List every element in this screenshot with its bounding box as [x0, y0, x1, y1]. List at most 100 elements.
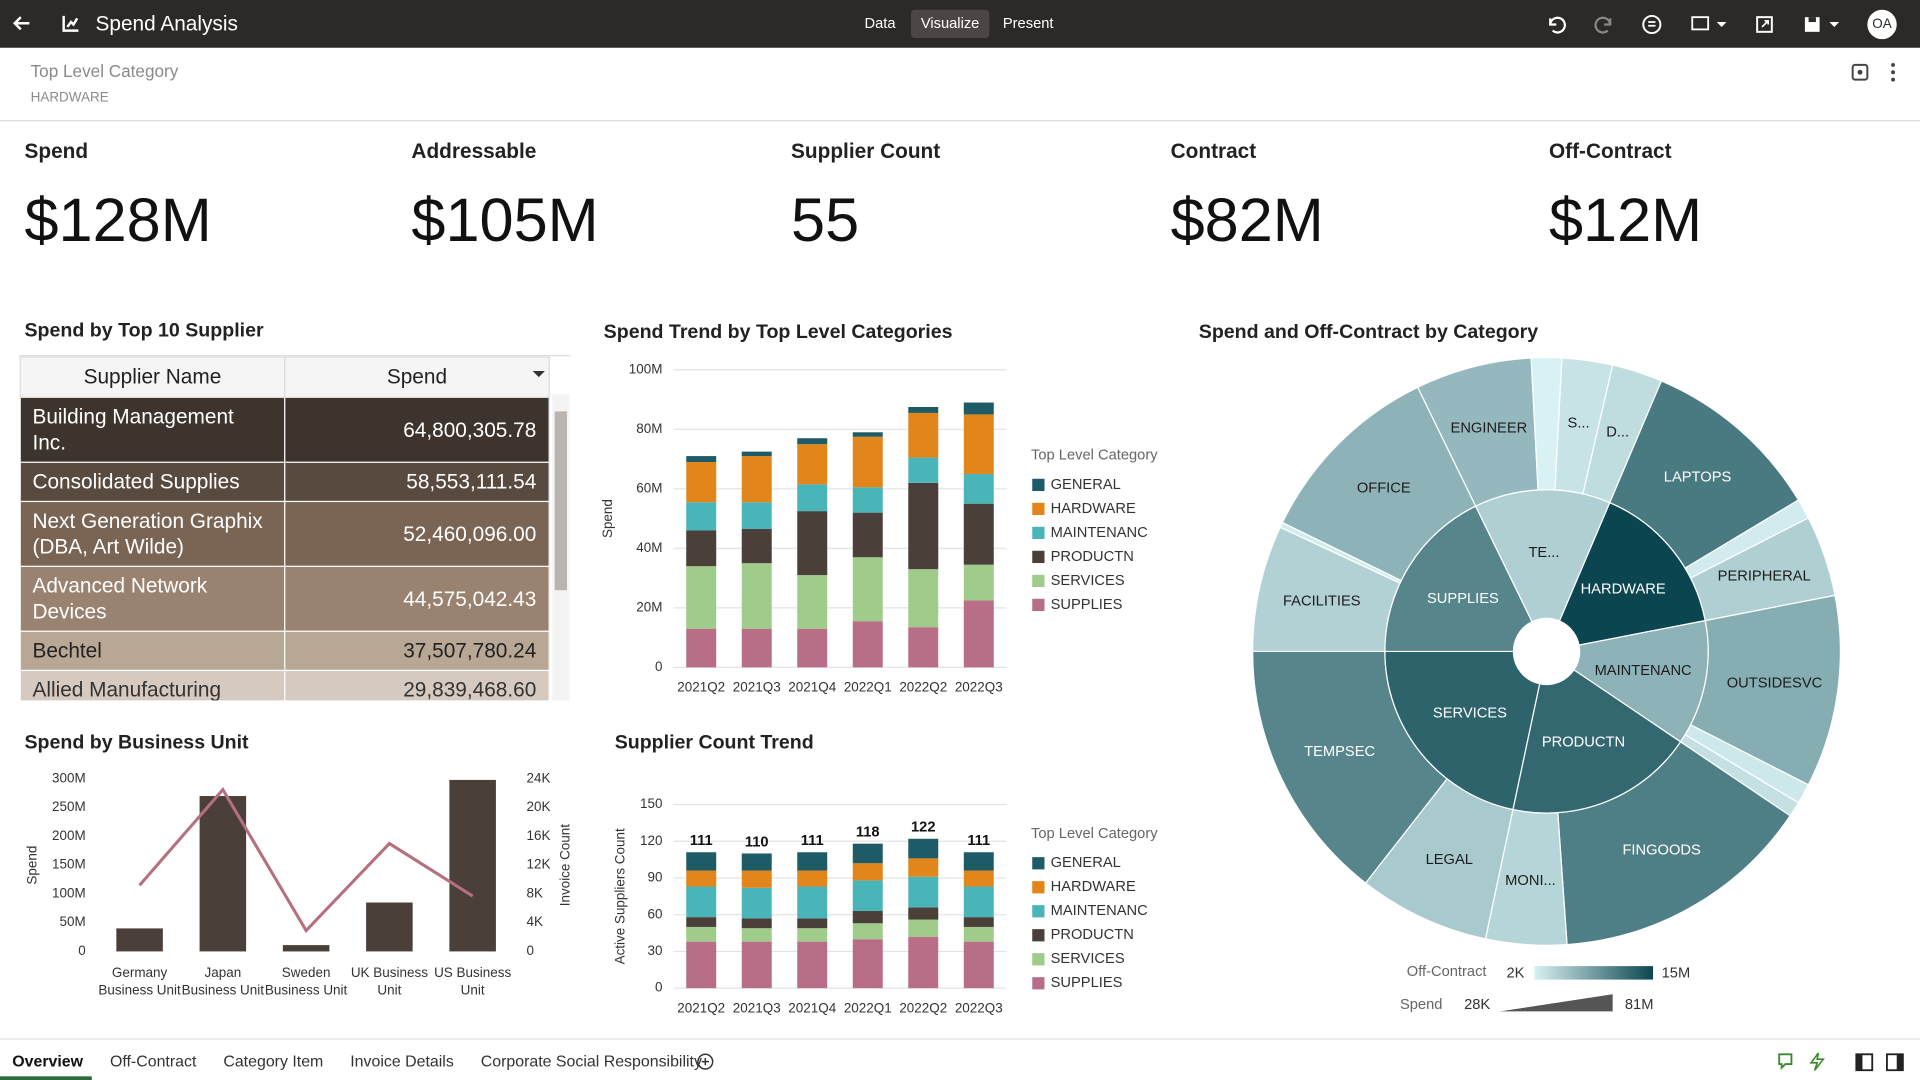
legend-label: SUPPLIES	[1051, 975, 1123, 991]
table-title: Spend by Top 10 Supplier	[24, 320, 264, 342]
segment-label: FACILITIES	[1283, 593, 1361, 609]
y-tick-label: 80M	[636, 421, 662, 436]
bar-segment	[908, 406, 939, 413]
comment-menu[interactable]	[1690, 13, 1732, 35]
app-icon	[62, 15, 79, 32]
bar-segment	[908, 936, 939, 989]
legend-label: SERVICES	[1051, 951, 1125, 967]
y-tick-label: 0	[655, 659, 662, 674]
x-tick-label: 2021Q4	[788, 1001, 836, 1016]
canvas-tab[interactable]: Off-Contract	[109, 1051, 197, 1071]
table-row[interactable]: Bechtel 37,507,780.24	[20, 631, 550, 672]
bar-segment	[797, 511, 828, 576]
kpi-value: $12M	[1548, 186, 1703, 255]
top-bar: Spend Analysis Data Visualize Present OA	[0, 0, 1920, 48]
supplier-cell: Consolidated Supplies	[20, 462, 286, 503]
x-tick-label: 2022Q2	[899, 1001, 947, 1016]
bar-segment	[852, 880, 883, 912]
bar-segment	[686, 886, 717, 918]
legend-swatch	[1032, 953, 1045, 966]
bar-segment	[741, 887, 772, 919]
filter-label: Top Level Category	[30, 61, 179, 81]
legend-swatch	[1032, 977, 1045, 990]
mode-tab[interactable]: Visualize	[911, 9, 990, 38]
divider	[0, 120, 1920, 122]
bar-segment	[852, 621, 883, 668]
bar-segment	[908, 627, 939, 668]
bar-segment	[686, 502, 717, 531]
bar-segment	[852, 923, 883, 940]
table-row[interactable]: Building Management Inc. 64,800,305.78	[20, 397, 550, 463]
segment-label: D...	[1606, 424, 1629, 440]
save-menu[interactable]	[1801, 13, 1843, 35]
table-row[interactable]: Allied Manufacturing 29,839,468.60	[20, 670, 550, 701]
sort-icon[interactable]	[530, 366, 547, 383]
mode-tab[interactable]: Data	[864, 14, 896, 32]
legend-label: PRODUCTN	[1051, 927, 1134, 943]
legend-min: 28K	[1464, 997, 1490, 1013]
canvas-tabs: Overview Off-Contract Category Item Invoice…	[0, 1038, 1920, 1080]
canvas-tab[interactable]: Invoice Details	[350, 1051, 454, 1071]
y-tick-label: 250M	[52, 799, 86, 814]
canvas-tab[interactable]: Corporate Social Responsibility	[480, 1051, 702, 1071]
y-tick-label: 0	[78, 943, 85, 958]
x-tick-label: 2022Q3	[955, 680, 1003, 695]
supplier-cell: Allied Manufacturing	[20, 670, 286, 701]
column-header[interactable]: Supplier Name	[19, 356, 286, 398]
legend-label: SERVICES	[1051, 573, 1125, 589]
canvas-tab[interactable]: Overview	[12, 1051, 84, 1071]
table-row[interactable]: Consolidated Supplies 58,553,111.54	[20, 462, 550, 503]
chart-title: Spend by Business Unit	[24, 731, 249, 753]
bar	[116, 928, 163, 952]
table-row[interactable]: Advanced Network Devices 44,575,042.43	[20, 566, 550, 632]
scroll-thumb[interactable]	[554, 411, 567, 591]
bar-segment	[908, 412, 939, 458]
y-tick-label: 0	[655, 980, 662, 995]
add-tab[interactable]	[696, 1052, 716, 1072]
segment-label: TE...	[1528, 545, 1559, 561]
table-row[interactable]: Next Generation Graphix (DBA, Art Wilde)…	[20, 501, 550, 567]
footer-tools[interactable]	[1776, 1051, 1911, 1073]
bar-segment	[686, 917, 717, 927]
bar-segment	[852, 512, 883, 558]
canvas-tab[interactable]: Category Item	[223, 1051, 324, 1071]
supplier-cell: Bechtel	[20, 631, 286, 672]
bar-segment	[686, 566, 717, 629]
bar-segment	[963, 870, 994, 887]
narrate-button[interactable]	[1641, 13, 1663, 35]
chart-title: Spend and Off-Contract by Category	[1199, 321, 1538, 343]
bar-segment	[797, 886, 828, 919]
total-label: 111	[967, 833, 990, 849]
y-axis-label: Spend	[600, 499, 615, 538]
y-tick-label: 200M	[52, 828, 86, 843]
y-tick-label: 150M	[52, 857, 86, 872]
supplier-cell: Building Management Inc.	[20, 397, 286, 463]
mode-tab[interactable]: Present	[1002, 14, 1054, 32]
legend-swatch	[1032, 574, 1045, 588]
y-tick-label: 100M	[52, 885, 86, 900]
export-button[interactable]	[1753, 13, 1775, 35]
kpi-value: $82M	[1170, 186, 1324, 255]
x-tick-label: 2022Q2	[899, 680, 947, 695]
x-tick-label: Japan Business Unit	[181, 966, 265, 998]
column-header[interactable]: Spend	[284, 356, 550, 398]
user-avatar[interactable]: OA	[1867, 9, 1897, 40]
scrollbar[interactable]	[552, 394, 570, 701]
bar-segment	[963, 564, 994, 601]
bar-segment	[797, 444, 828, 485]
bar-segment	[741, 918, 772, 929]
filter-actions[interactable]	[1849, 61, 1904, 85]
y2-tick-label: 12K	[527, 857, 551, 872]
filter-value[interactable]: HARDWARE	[30, 90, 109, 106]
back-button[interactable]	[10, 11, 34, 35]
bar-segment	[908, 858, 939, 877]
spend-cell: 58,553,111.54	[284, 462, 550, 503]
undo-button[interactable]	[1545, 13, 1567, 35]
kpi-label: Spend	[24, 139, 89, 163]
redo-button[interactable]	[1593, 13, 1615, 35]
segment-label: ENGINEER	[1451, 420, 1528, 436]
y-tick-label: 60M	[636, 480, 662, 495]
bar-segment	[908, 919, 939, 937]
